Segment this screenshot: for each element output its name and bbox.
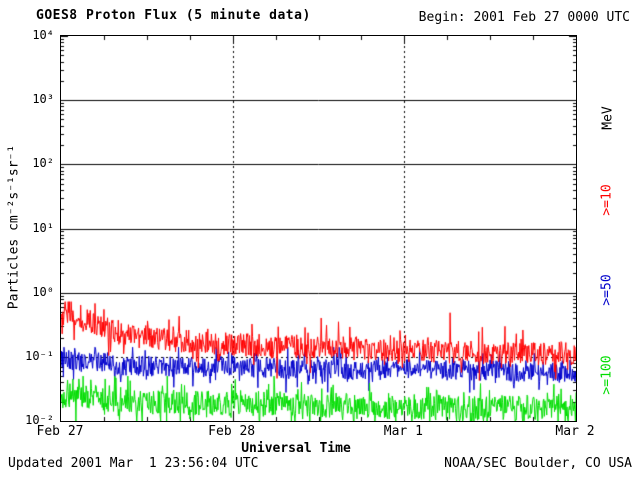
chart-title: GOES8 Proton Flux (5 minute data) xyxy=(36,8,311,23)
plot-area xyxy=(60,35,577,422)
series-label-ge50: >=50 xyxy=(599,274,615,306)
y-tick-label: 10² xyxy=(32,156,54,171)
x-tick-label: Mar 1 xyxy=(383,424,423,439)
x-axis-title: Universal Time xyxy=(241,441,351,456)
y-tick-label: 10⁻² xyxy=(25,413,54,427)
begin-timestamp: Begin: 2001 Feb 27 0000 UTC xyxy=(418,10,630,25)
updated-timestamp: Updated 2001 Mar 1 23:56:04 UTC xyxy=(8,456,259,471)
y-tick-label: 10⁻¹ xyxy=(25,348,54,363)
x-tick-label: Feb 27 xyxy=(36,424,84,439)
data-source-credit: NOAA/SEC Boulder, CO USA xyxy=(444,456,632,471)
y-tick-label: 10⁰ xyxy=(32,284,54,299)
x-tick-label: Mar 2 xyxy=(555,424,595,439)
series-label-ge10: >=10 xyxy=(599,184,615,216)
right-axis-unit-label: MeV xyxy=(600,106,616,130)
series-label-ge100: >=100 xyxy=(599,355,615,395)
y-tick-label: 10¹ xyxy=(32,220,54,235)
x-tick-label: Feb 28 xyxy=(208,424,256,439)
flux-plot-canvas xyxy=(61,36,576,421)
y-tick-label: 10⁴ xyxy=(32,28,54,42)
y-tick-label: 10³ xyxy=(32,92,54,107)
